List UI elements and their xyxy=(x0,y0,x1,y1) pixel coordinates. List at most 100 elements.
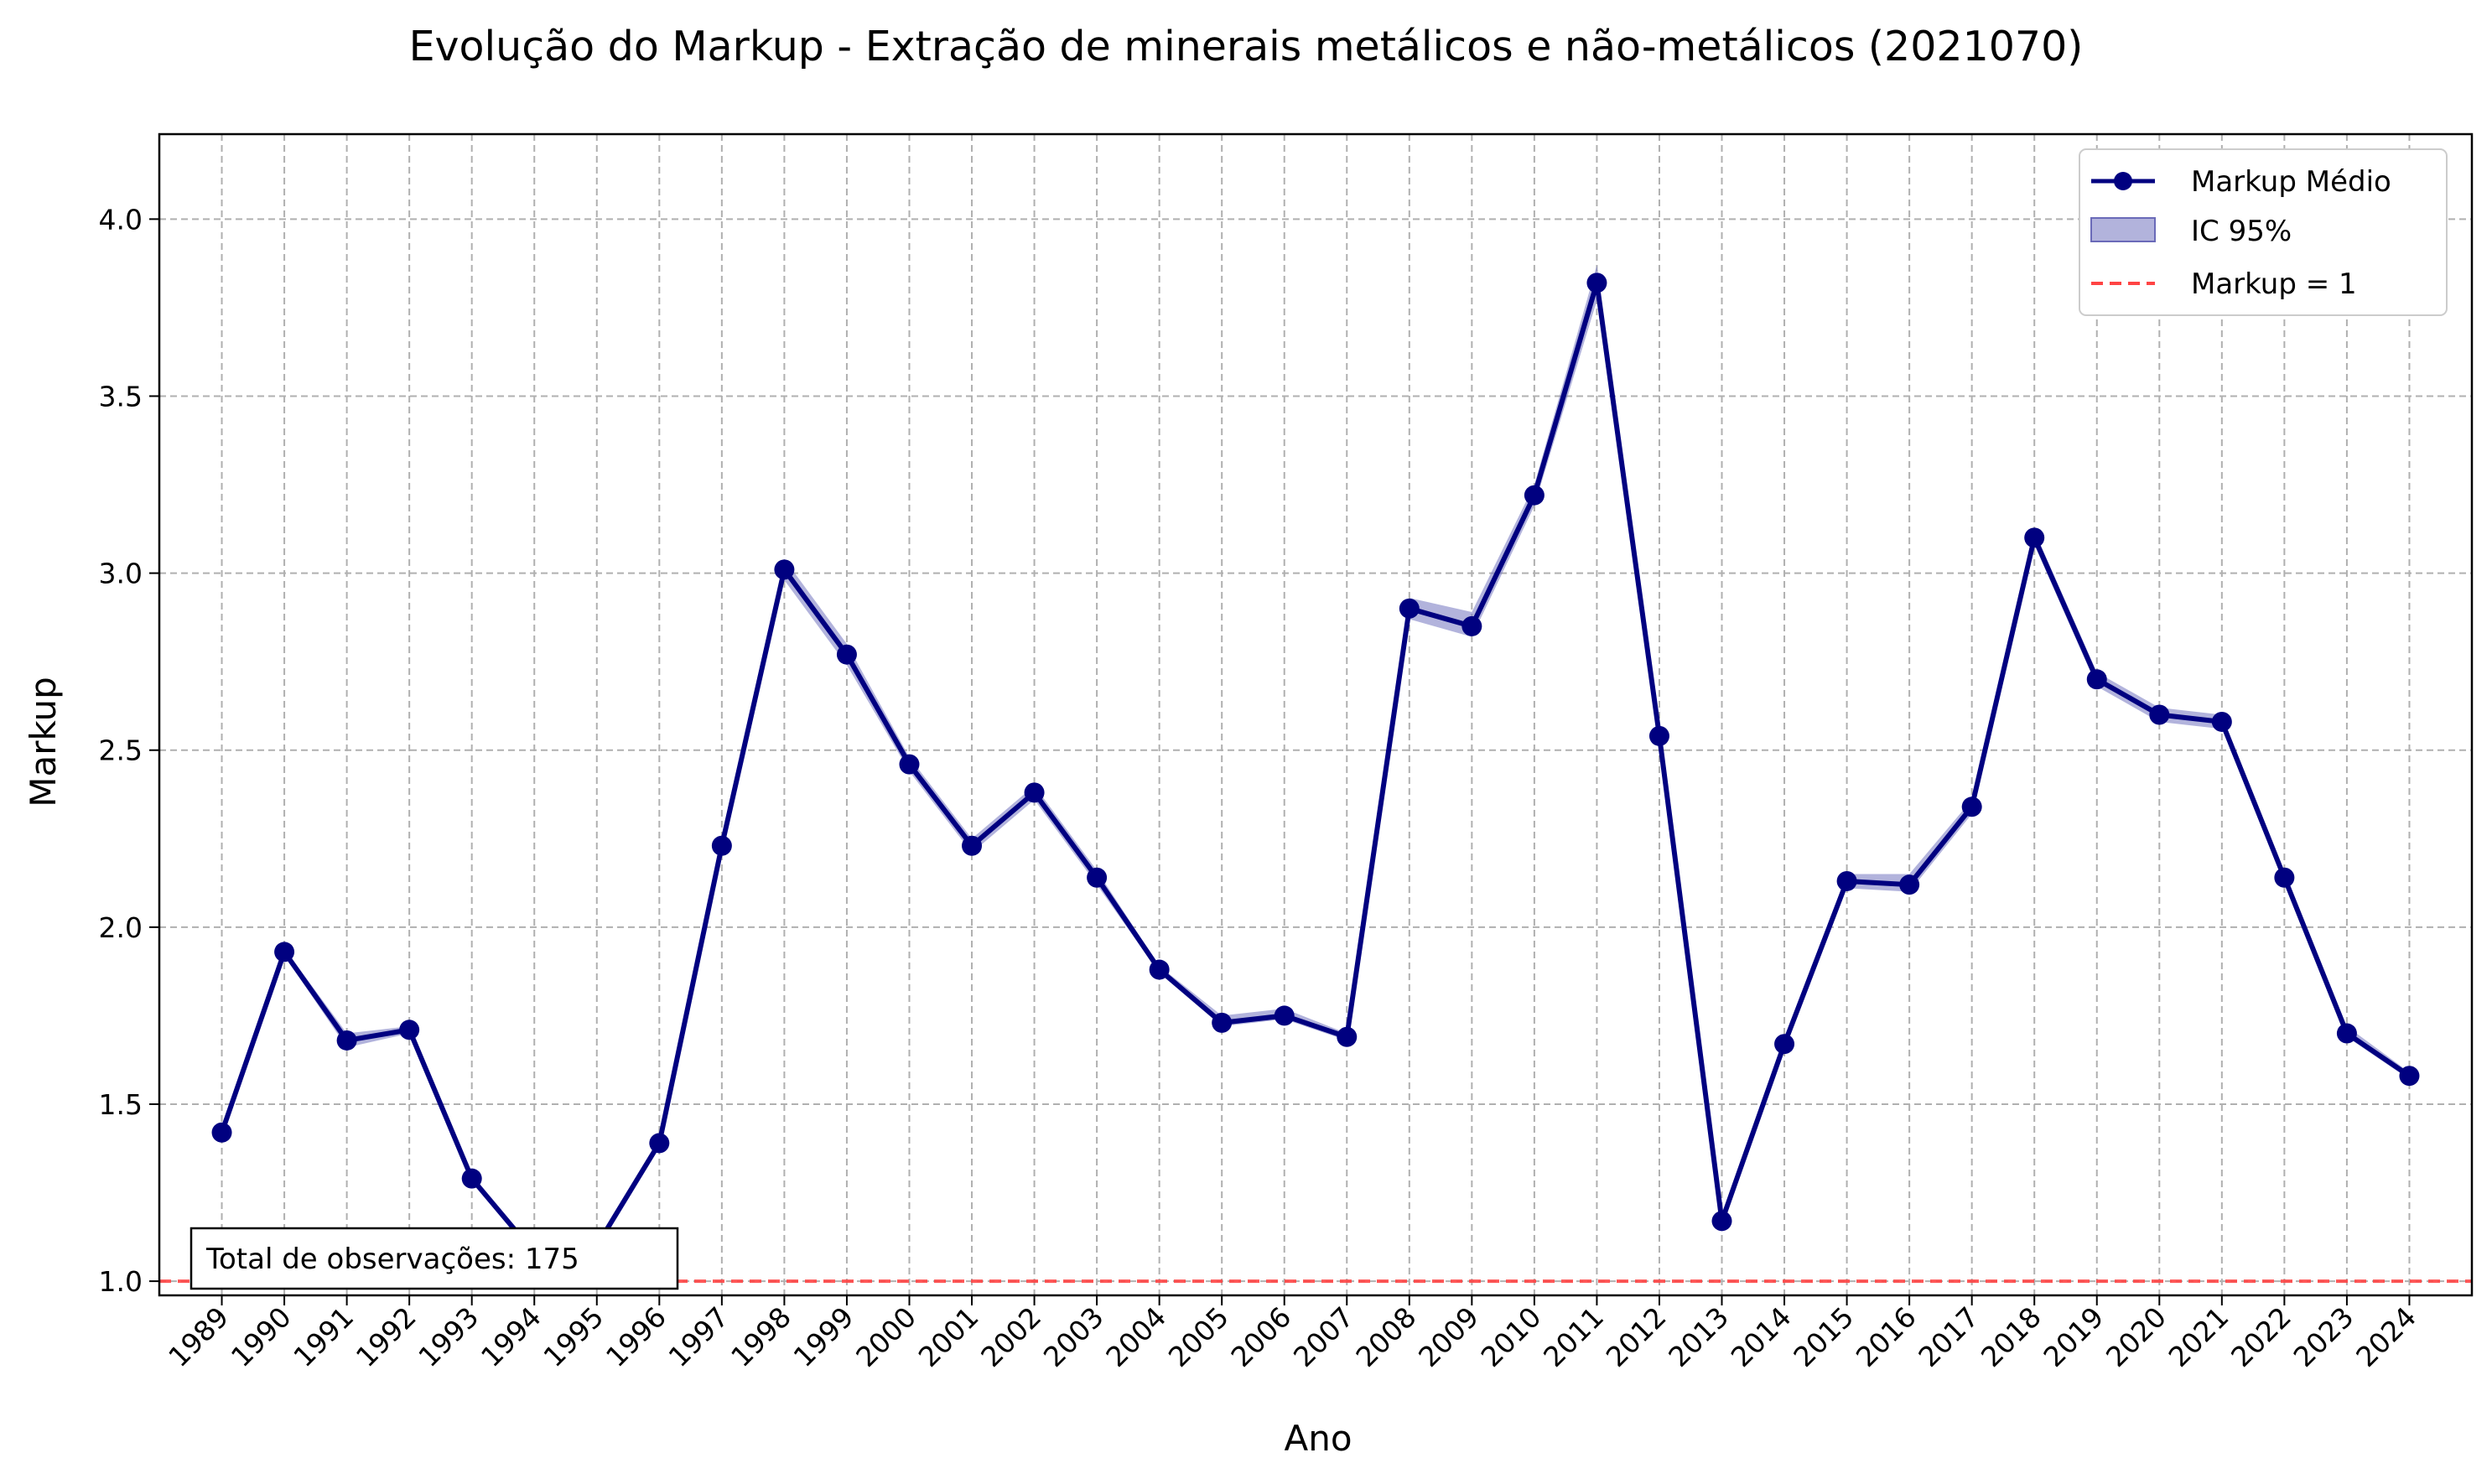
data-point xyxy=(1524,485,1545,506)
data-point xyxy=(1212,1012,1233,1033)
x-tick-label: 2005 xyxy=(1162,1300,1235,1373)
data-point xyxy=(461,1168,482,1189)
data-point xyxy=(1461,615,1482,636)
series-line-markup xyxy=(219,280,2412,1256)
x-tick-label: 2006 xyxy=(1224,1300,1297,1373)
x-tick-label: 2019 xyxy=(2037,1300,2110,1373)
ci-band-area xyxy=(221,265,2410,1257)
data-point xyxy=(836,644,857,665)
x-tick-label: 2017 xyxy=(1912,1300,1985,1373)
data-point xyxy=(1836,870,1857,891)
legend-box xyxy=(2079,148,2448,316)
data-point xyxy=(962,835,983,856)
x-tick-label: 2020 xyxy=(2100,1300,2173,1373)
legend: Markup Médio IC 95% Markup = 1 xyxy=(2079,148,2448,316)
data-point xyxy=(1961,796,1982,817)
data-point xyxy=(2399,1066,2420,1087)
grid-lines xyxy=(159,134,2472,1295)
x-tick-label: 2004 xyxy=(1099,1300,1172,1373)
x-tick-label: 2008 xyxy=(1350,1300,1423,1373)
data-point xyxy=(1648,725,1669,746)
y-tick-label: 1.0 xyxy=(99,1265,143,1298)
observations-note-text: Total de observações: 175 xyxy=(205,1243,579,1276)
x-tick-label: 2015 xyxy=(1787,1300,1860,1373)
data-point xyxy=(1024,782,1045,803)
x-tick-label: 2011 xyxy=(1537,1300,1610,1373)
ci-band-layer xyxy=(221,265,2410,1257)
series-line-layer xyxy=(219,280,2412,1256)
data-point xyxy=(2274,867,2295,888)
legend-label-ref: Markup = 1 xyxy=(2191,267,2357,301)
x-tick-label: 1995 xyxy=(537,1300,610,1373)
x-tick-label: 2012 xyxy=(1600,1300,1673,1373)
x-tick-label: 2014 xyxy=(1725,1300,1798,1373)
x-tick-label: 2018 xyxy=(1975,1300,2048,1373)
data-point xyxy=(774,559,795,580)
data-point xyxy=(399,1020,420,1040)
y-tick-label: 3.0 xyxy=(99,558,143,590)
data-point xyxy=(1899,874,1920,895)
legend-label-markup: Markup Médio xyxy=(2191,165,2391,199)
observations-note: Total de observações: 175 xyxy=(189,1227,679,1290)
x-tick-label: 1989 xyxy=(162,1300,235,1373)
y-tick-label: 3.5 xyxy=(99,380,143,413)
data-point xyxy=(1399,598,1420,619)
data-point xyxy=(2149,704,2170,725)
x-tick-label: 2023 xyxy=(2287,1300,2360,1373)
plot-frame xyxy=(158,132,2474,1297)
data-point xyxy=(1087,867,1108,888)
x-axis-ticks: 1989199019911992199319941995199619971998… xyxy=(162,1295,2422,1373)
x-tick-label: 1993 xyxy=(412,1300,485,1373)
data-point xyxy=(336,1030,357,1051)
x-tick-label: 1990 xyxy=(225,1300,298,1373)
x-tick-label: 2009 xyxy=(1412,1300,1485,1373)
data-point xyxy=(711,835,732,856)
observations-note-box xyxy=(189,1227,679,1290)
legend-marker-swatch xyxy=(2114,172,2132,190)
x-tick-label: 1992 xyxy=(350,1300,423,1373)
data-point xyxy=(211,1122,232,1143)
data-point xyxy=(1586,272,1607,293)
series-points-layer xyxy=(211,272,2420,1263)
x-tick-label: 2024 xyxy=(2349,1300,2422,1373)
data-point xyxy=(2086,669,2107,690)
x-tick-label: 2016 xyxy=(1850,1300,1923,1373)
data-point xyxy=(274,942,295,963)
x-tick-label: 2002 xyxy=(974,1300,1047,1373)
x-tick-label: 2010 xyxy=(1475,1300,1548,1373)
x-tick-label: 1998 xyxy=(724,1300,797,1373)
data-point xyxy=(649,1133,670,1154)
x-tick-label: 2021 xyxy=(2162,1300,2235,1373)
x-tick-label: 1997 xyxy=(662,1300,735,1373)
x-tick-label: 1994 xyxy=(475,1300,548,1373)
x-tick-label: 2000 xyxy=(849,1300,922,1373)
y-tick-label: 1.5 xyxy=(99,1088,143,1121)
y-axis-label: Markup xyxy=(23,677,64,807)
data-point xyxy=(2211,711,2232,732)
data-point xyxy=(2336,1023,2357,1044)
x-tick-label: 2003 xyxy=(1037,1300,1110,1373)
x-axis-label: Ano xyxy=(1284,1418,1352,1459)
x-tick-label: 2022 xyxy=(2225,1300,2297,1373)
x-tick-label: 1996 xyxy=(600,1300,672,1373)
legend-label-ci: IC 95% xyxy=(2191,215,2292,248)
legend-ci-swatch xyxy=(2090,217,2156,242)
y-tick-label: 2.5 xyxy=(99,734,143,767)
data-point xyxy=(1149,959,1170,980)
data-point xyxy=(2024,527,2045,548)
data-point xyxy=(1274,1005,1295,1026)
y-tick-label: 2.0 xyxy=(99,911,143,944)
x-tick-label: 1991 xyxy=(287,1300,360,1373)
x-tick-label: 1999 xyxy=(787,1300,860,1373)
x-tick-label: 2001 xyxy=(912,1300,985,1373)
data-point xyxy=(1774,1034,1795,1055)
y-tick-label: 4.0 xyxy=(99,203,143,236)
chart-title: Evolução do Markup - Extração de minerai… xyxy=(409,23,2084,70)
data-point xyxy=(1711,1211,1732,1232)
x-tick-label: 2013 xyxy=(1662,1300,1735,1373)
data-point xyxy=(899,754,920,775)
x-tick-label: 2007 xyxy=(1287,1300,1360,1373)
data-point xyxy=(1337,1026,1358,1047)
y-axis-ticks: 1.0 1.5 2.0 2.5 3.0 3.5 4.0 xyxy=(99,203,159,1298)
